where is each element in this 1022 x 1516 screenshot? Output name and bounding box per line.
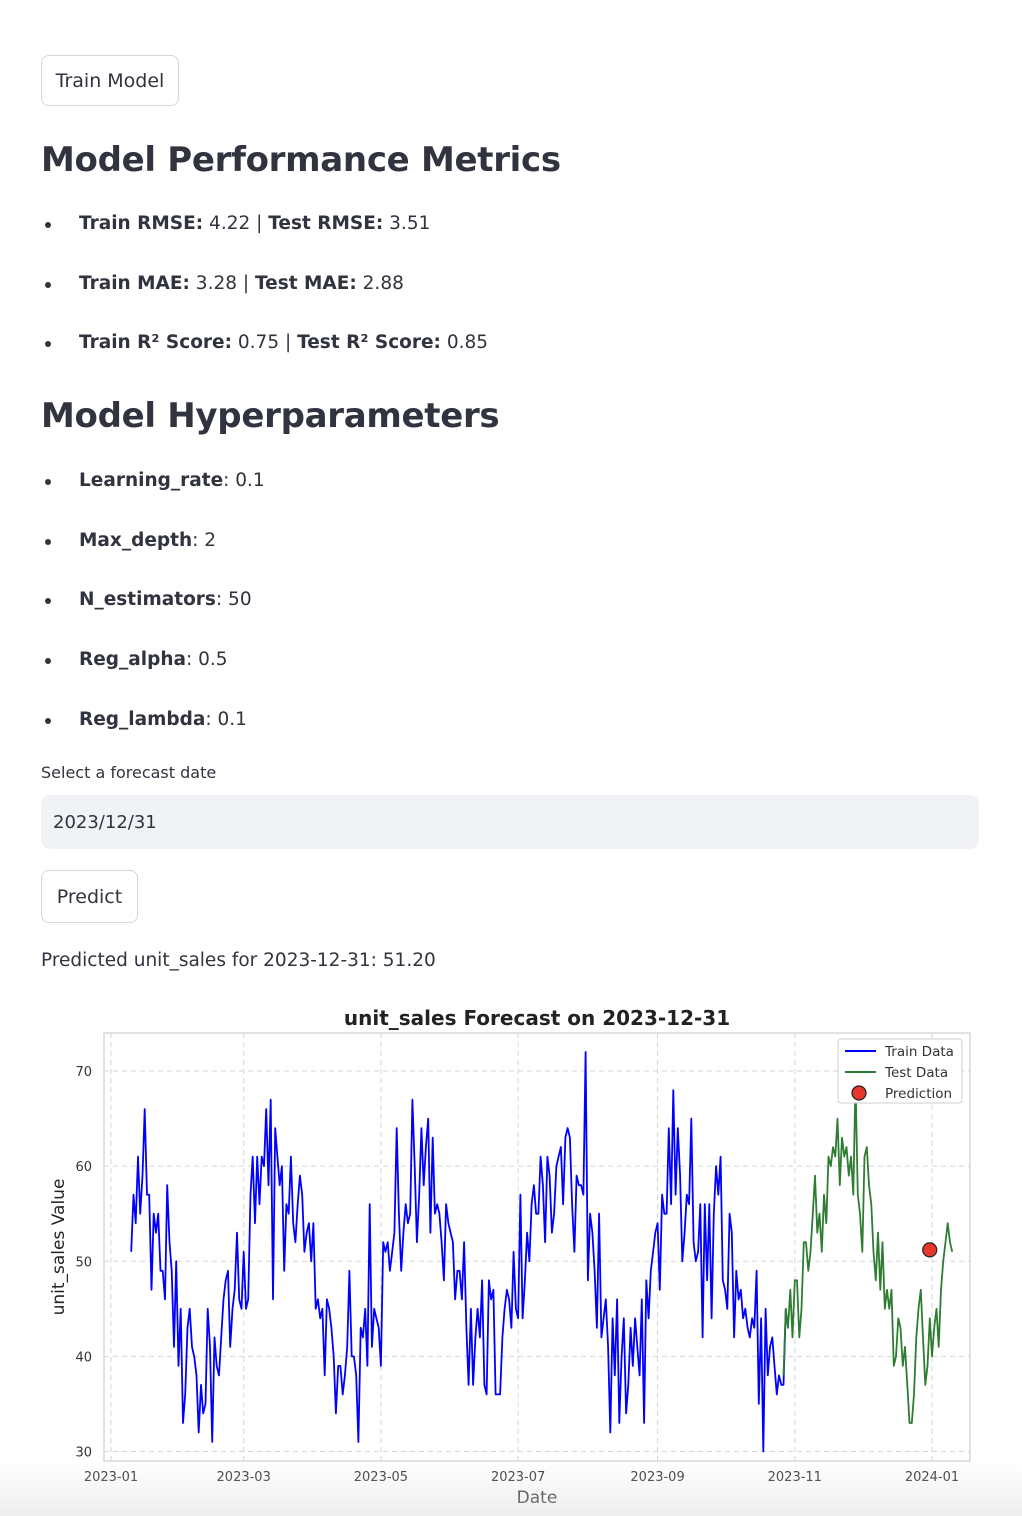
hyperparameters-heading: Model Hyperparameters	[41, 396, 500, 436]
bullet	[45, 538, 51, 545]
train-model-button[interactable]: Train Model	[41, 55, 179, 106]
prediction-marker	[922, 1242, 938, 1258]
series-line-1	[782, 1079, 954, 1424]
predict-button[interactable]: Predict	[41, 870, 138, 923]
hyperparameter-text: N_estimators: 50	[79, 589, 252, 611]
metric-text: Train R² Score: 0.75 | Test R² Score: 0.…	[79, 332, 489, 353]
metrics-heading: Model Performance Metrics	[41, 140, 561, 180]
legend-label: Train Data	[884, 1044, 954, 1060]
y-tick-label: 30	[75, 1445, 92, 1460]
metric-text: Train MAE: 3.28 | Test MAE: 2.88	[79, 272, 404, 294]
bullet	[45, 222, 51, 228]
x-axis-label: Date	[517, 1488, 558, 1508]
series-line-0	[130, 1051, 787, 1453]
forecast-date-label: Select a forecast date	[41, 763, 217, 782]
metric-text: Train RMSE: 4.22 | Test RMSE: 3.51	[79, 213, 431, 234]
legend-label: Test Data	[884, 1065, 948, 1081]
bullet	[45, 717, 51, 724]
y-tick-label: 50	[75, 1255, 92, 1270]
hyperparameter-text: Reg_lambda: 0.1	[79, 708, 247, 730]
prediction-result: Predicted unit_sales for 2023-12-31: 51.…	[41, 950, 436, 971]
y-tick-label: 40	[75, 1350, 92, 1365]
x-tick-label: 2023-07	[491, 1470, 545, 1485]
bullet	[45, 658, 51, 665]
hyperparameter-text: Learning_rate: 0.1	[79, 470, 265, 491]
hyperparameter-text: Max_depth: 2	[79, 529, 217, 551]
x-tick-label: 2023-03	[217, 1470, 271, 1485]
bullet	[45, 479, 51, 485]
y-tick-label: 70	[75, 1065, 92, 1080]
bullet	[45, 598, 51, 605]
plot-area	[103, 1032, 971, 1462]
x-tick-label: 2023-05	[354, 1470, 408, 1485]
x-tick-label: 2023-01	[84, 1470, 138, 1485]
forecast-chart: 30 40 50 60 70 2023-01 2023-03 2023-05 2023-07 20…	[49, 1006, 971, 1508]
bullet	[45, 281, 51, 288]
y-tick-label: 60	[75, 1160, 92, 1175]
x-tick-label: 2023-09	[630, 1470, 684, 1485]
y-axis-label: unit_sales Value	[49, 1179, 69, 1316]
legend-swatch	[851, 1085, 867, 1101]
legend-label: Prediction	[885, 1086, 952, 1102]
bullet	[45, 341, 51, 347]
x-tick-label: 2023-11	[768, 1470, 822, 1485]
chart-title: unit_sales Forecast on 2023-12-31	[344, 1006, 730, 1030]
forecast-date-input[interactable]: 2023/12/31	[41, 795, 979, 849]
x-tick-label: 2024-01	[905, 1470, 959, 1485]
legend-box	[837, 1038, 963, 1104]
hyperparameter-text: Reg_alpha: 0.5	[79, 649, 228, 671]
